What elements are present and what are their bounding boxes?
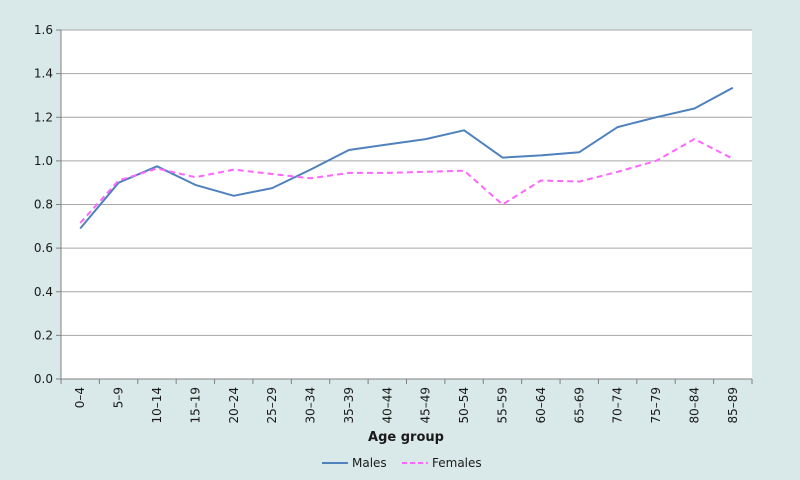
gridlines <box>61 29 752 380</box>
x-tick-label: 35–39 <box>342 387 356 424</box>
y-tick-label: 0.8 <box>34 198 53 212</box>
series-lines <box>79 86 734 230</box>
legend-label-females: Females <box>432 456 482 470</box>
x-tick-label: 65–69 <box>572 387 586 424</box>
y-tick-label: 1.6 <box>34 23 53 37</box>
y-axis-ticks: 0.0 0.2 0.4 0.6 0.8 1.0 1.2 1.4 1.6 <box>34 23 62 386</box>
legend: Males Females <box>322 456 482 470</box>
series-line-males <box>79 86 734 230</box>
x-tick-label: 60–64 <box>534 387 548 424</box>
x-axis-ticks: 0–4 5–9 10–14 15–19 20–24 25–29 30–34 35–39 40–4… <box>60 378 753 424</box>
y-tick-label: 0.6 <box>34 241 53 255</box>
x-tick-label: 30–34 <box>304 387 318 424</box>
x-tick-label: 5–9 <box>112 387 126 408</box>
series-line-females <box>79 138 734 224</box>
x-tick-label: 70–74 <box>611 387 625 424</box>
y-tick-label: 0.2 <box>34 328 53 342</box>
x-axis-title: Age group <box>368 430 444 445</box>
y-tick-label: 1.2 <box>34 110 53 124</box>
x-tick-label: 0–4 <box>73 387 87 408</box>
x-tick-label: 40–44 <box>380 387 394 424</box>
x-tick-label: 15–19 <box>188 387 202 424</box>
x-tick-label: 10–14 <box>150 387 164 424</box>
x-tick-label: 50–54 <box>457 387 471 424</box>
y-tick-label: 0.0 <box>34 372 53 386</box>
x-tick-label: 55–59 <box>495 387 509 424</box>
x-tick-label: 25–29 <box>265 387 279 424</box>
legend-label-males: Males <box>352 456 387 470</box>
x-tick-label: 20–24 <box>227 387 241 424</box>
x-tick-label: 45–49 <box>419 387 433 424</box>
x-tick-label: 75–79 <box>649 387 663 424</box>
x-tick-label: 80–84 <box>687 387 701 424</box>
y-tick-label: 1.4 <box>34 67 53 81</box>
y-tick-label: 0.4 <box>34 285 53 299</box>
x-tick-label: 85–89 <box>726 387 740 424</box>
y-tick-label: 1.0 <box>34 154 53 168</box>
